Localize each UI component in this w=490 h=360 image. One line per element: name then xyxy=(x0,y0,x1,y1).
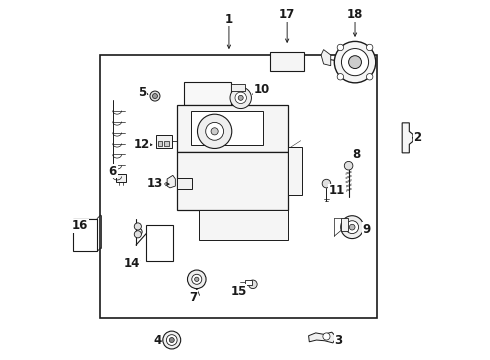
Text: 9: 9 xyxy=(362,223,370,236)
Circle shape xyxy=(322,179,331,188)
Text: 7: 7 xyxy=(189,291,197,304)
Text: 1: 1 xyxy=(225,13,233,26)
Text: 14: 14 xyxy=(123,257,140,270)
Bar xyxy=(73,219,97,251)
Text: 12: 12 xyxy=(133,138,149,151)
Polygon shape xyxy=(309,332,337,343)
Circle shape xyxy=(337,44,343,51)
Text: 2: 2 xyxy=(413,131,421,144)
Circle shape xyxy=(367,44,373,51)
Text: 8: 8 xyxy=(352,148,361,161)
Circle shape xyxy=(134,223,142,230)
Circle shape xyxy=(230,87,251,109)
Text: 15: 15 xyxy=(230,285,247,298)
Text: 10: 10 xyxy=(254,84,270,96)
Bar xyxy=(245,280,252,285)
Bar xyxy=(100,55,377,318)
Circle shape xyxy=(192,274,202,284)
Text: 6: 6 xyxy=(109,165,117,177)
Bar xyxy=(117,174,126,182)
Bar xyxy=(192,111,263,145)
Circle shape xyxy=(235,92,246,104)
Circle shape xyxy=(211,128,218,135)
Bar xyxy=(177,178,192,189)
Text: 4: 4 xyxy=(153,333,162,347)
Text: 5: 5 xyxy=(138,86,146,99)
Text: 11: 11 xyxy=(329,184,345,197)
Circle shape xyxy=(323,333,330,340)
Circle shape xyxy=(342,49,368,76)
Bar xyxy=(164,141,169,146)
Circle shape xyxy=(346,221,359,234)
Polygon shape xyxy=(198,210,288,240)
Bar xyxy=(147,225,173,261)
Circle shape xyxy=(248,280,257,289)
Bar xyxy=(158,141,163,146)
Circle shape xyxy=(163,331,181,349)
Circle shape xyxy=(150,91,160,101)
Circle shape xyxy=(197,114,232,148)
Circle shape xyxy=(348,56,362,68)
Circle shape xyxy=(334,41,376,83)
Text: 13: 13 xyxy=(147,177,163,190)
Bar xyxy=(288,147,302,194)
Text: 16: 16 xyxy=(72,219,88,232)
Circle shape xyxy=(195,277,199,282)
Polygon shape xyxy=(402,123,413,153)
Bar xyxy=(156,135,172,148)
Circle shape xyxy=(167,335,177,345)
Circle shape xyxy=(152,94,157,99)
Circle shape xyxy=(188,270,206,289)
Polygon shape xyxy=(177,152,288,210)
Circle shape xyxy=(169,338,174,342)
Bar xyxy=(231,84,245,91)
Circle shape xyxy=(344,161,353,170)
Polygon shape xyxy=(321,50,331,66)
Circle shape xyxy=(367,73,373,80)
Polygon shape xyxy=(167,175,175,188)
Circle shape xyxy=(134,231,142,238)
Text: 18: 18 xyxy=(347,9,363,22)
Circle shape xyxy=(341,216,364,239)
Circle shape xyxy=(349,224,355,230)
Circle shape xyxy=(206,122,223,140)
Polygon shape xyxy=(177,105,288,152)
Text: 3: 3 xyxy=(335,333,343,347)
Circle shape xyxy=(337,73,343,80)
Bar xyxy=(270,52,304,71)
Bar xyxy=(341,218,348,231)
Text: 17: 17 xyxy=(279,9,295,22)
Circle shape xyxy=(238,95,243,100)
Polygon shape xyxy=(184,82,231,105)
